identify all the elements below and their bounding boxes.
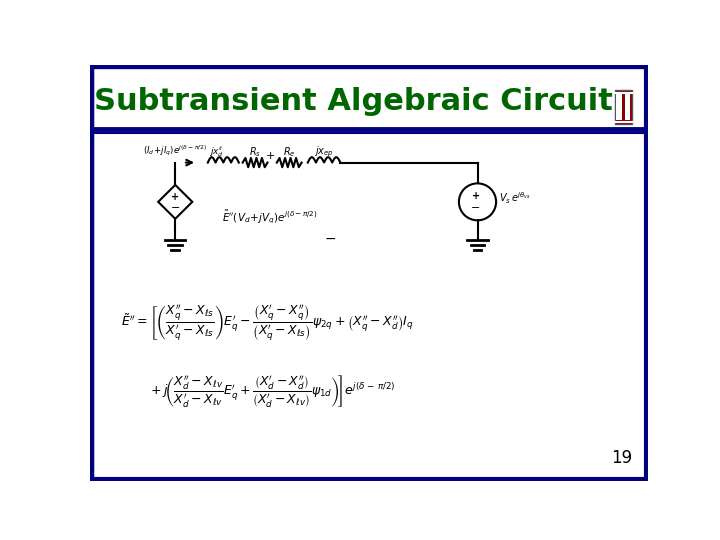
- Text: Subtransient Algebraic Circuit: Subtransient Algebraic Circuit: [94, 87, 613, 116]
- Text: $V_s\,e^{j\theta_{vs}}$: $V_s\,e^{j\theta_{vs}}$: [499, 190, 531, 206]
- Text: $R_s$: $R_s$: [249, 145, 261, 159]
- Bar: [616, 94, 621, 120]
- Text: $jx_{ep}$: $jx_{ep}$: [314, 145, 334, 159]
- Text: 19: 19: [611, 449, 632, 467]
- Text: $R_e$: $R_e$: [283, 145, 295, 159]
- Bar: [615, 90, 631, 124]
- Text: +: +: [171, 192, 179, 202]
- Text: +: +: [266, 151, 275, 161]
- Text: $\tilde{E}'' = \left[\left(\dfrac{X_q'' - X_{\ell s}}{X_q' - X_{\ell s}}\right)E: $\tilde{E}'' = \left[\left(\dfrac{X_q'' …: [121, 303, 414, 343]
- Text: −: −: [171, 203, 180, 213]
- Text: −: −: [472, 203, 481, 213]
- Text: +: +: [472, 192, 480, 201]
- Text: $\left.+j\!\left(\dfrac{X_d'' - X_{\ell v}}{X_d' - X_{\ell v}}E_q' + \dfrac{\lef: $\left.+j\!\left(\dfrac{X_d'' - X_{\ell …: [148, 374, 396, 410]
- Text: $jx_d^{\prime\prime}$: $jx_d^{\prime\prime}$: [209, 145, 224, 159]
- Text: $\tilde{E}^{\prime\prime}(V_d\!+\!jV_q)e^{j(\delta-\pi/2)}$: $\tilde{E}^{\prime\prime}(V_d\!+\!jV_q)e…: [222, 208, 318, 226]
- Bar: [625, 94, 630, 120]
- Text: −: −: [325, 232, 336, 246]
- Text: $(I_d\!+\!jI_q)e^{j(\delta-\pi/2)}$: $(I_d\!+\!jI_q)e^{j(\delta-\pi/2)}$: [143, 143, 207, 158]
